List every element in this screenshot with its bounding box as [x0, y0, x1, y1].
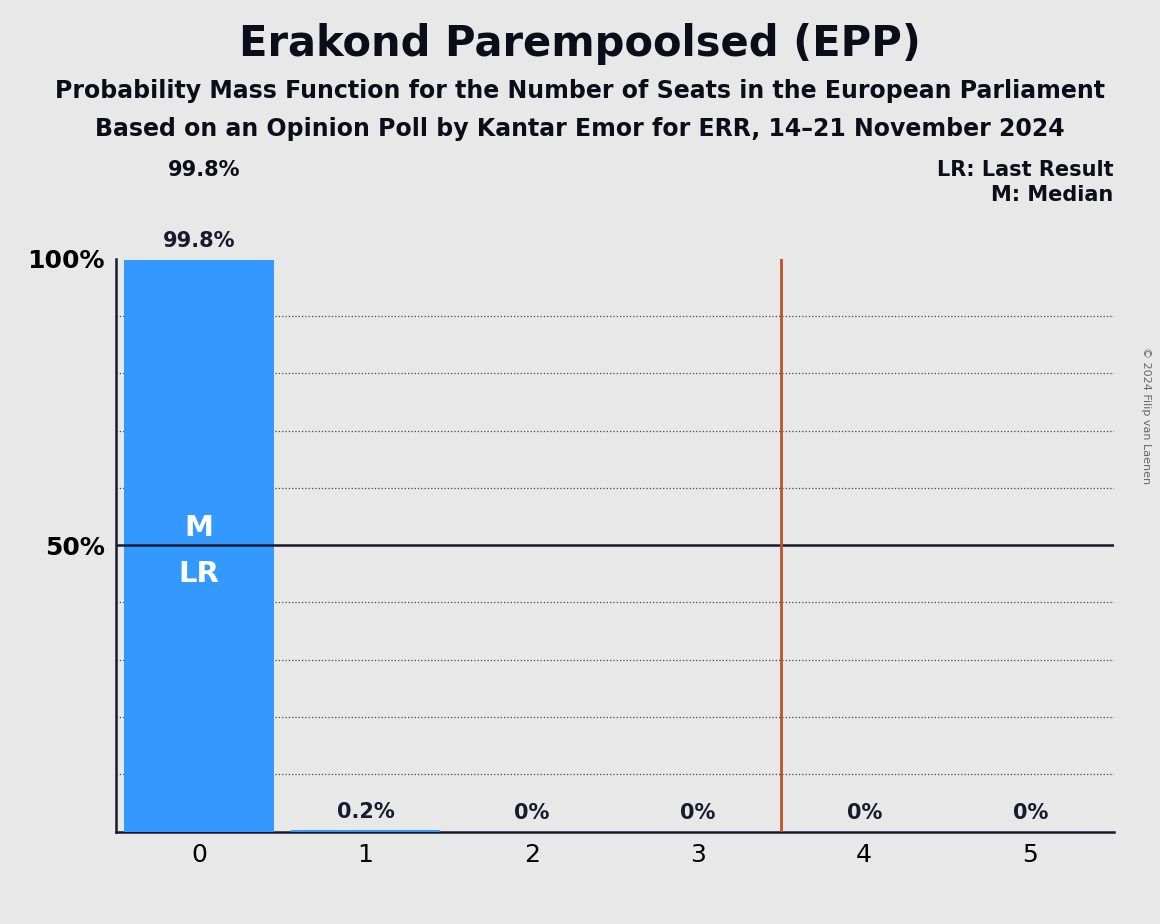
Text: 99.8%: 99.8% [168, 160, 241, 180]
Text: Probability Mass Function for the Number of Seats in the European Parliament: Probability Mass Function for the Number… [55, 79, 1105, 103]
Text: 0%: 0% [847, 803, 882, 823]
Text: © 2024 Filip van Laenen: © 2024 Filip van Laenen [1140, 347, 1151, 484]
Text: 0%: 0% [1013, 803, 1049, 823]
Bar [290, 831, 441, 832]
Text: LR: Last Result: LR: Last Result [937, 160, 1114, 180]
Text: Based on an Opinion Poll by Kantar Emor for ERR, 14–21 November 2024: Based on an Opinion Poll by Kantar Emor … [95, 117, 1065, 141]
Text: 0%: 0% [514, 803, 550, 823]
Bar [124, 260, 274, 832]
Text: LR: LR [179, 560, 219, 588]
Text: 0%: 0% [680, 803, 716, 823]
Text: Erakond Parempoolsed (EPP): Erakond Parempoolsed (EPP) [239, 23, 921, 65]
Text: 99.8%: 99.8% [162, 231, 235, 251]
Text: 0.2%: 0.2% [336, 802, 394, 821]
Text: M: Median: M: Median [992, 185, 1114, 205]
Text: M: M [184, 514, 213, 542]
